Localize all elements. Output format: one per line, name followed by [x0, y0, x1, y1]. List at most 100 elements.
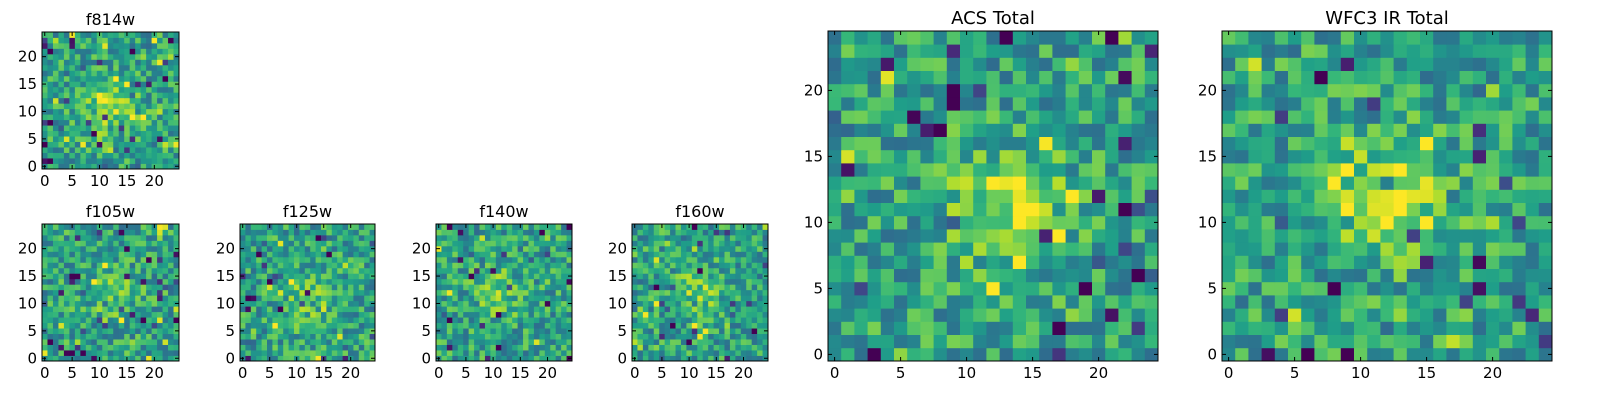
pixel-cell [294, 284, 300, 291]
pixel-cell [1486, 57, 1500, 71]
pixel-cell [517, 284, 524, 291]
pixel-cell [157, 103, 163, 110]
pixel-cell [173, 306, 180, 313]
pixel-cell [533, 256, 540, 263]
pixel-cell [47, 92, 54, 99]
pixel-cell [697, 240, 704, 247]
pixel-cell [740, 344, 747, 351]
pixel-cell [1340, 229, 1355, 243]
pixel-cell [52, 147, 59, 153]
pixel-cell [841, 347, 855, 362]
pixel-cell [854, 321, 868, 335]
pixel-cell [342, 322, 349, 329]
x-tick-label: 5 [461, 364, 471, 382]
pixel-cell [364, 339, 370, 345]
pixel-cell [1472, 347, 1487, 362]
pixel-cell [250, 256, 257, 263]
pixel-cell [999, 308, 1014, 322]
pixel-cell [664, 240, 671, 247]
pixel-cell [124, 284, 131, 291]
pixel-cell [113, 37, 120, 44]
pixel-cell [348, 328, 354, 334]
pixel-cell [1065, 268, 1080, 283]
pixel-cell [47, 64, 54, 71]
pixel-cell [1222, 189, 1236, 203]
pixel-cell [533, 328, 540, 334]
pixel-cell [364, 284, 370, 291]
pixel-cell [1499, 189, 1513, 203]
pixel-cell [157, 289, 163, 296]
pixel-cell [358, 251, 365, 258]
pixel-cell [973, 255, 987, 269]
pixel-cell [1235, 295, 1249, 309]
pixel-cell [637, 273, 644, 280]
pixel-cell [1039, 57, 1053, 71]
pixel-cell [920, 215, 934, 230]
pixel-cell [146, 103, 152, 110]
pixel-cell [642, 251, 649, 258]
pixel-cell [168, 97, 174, 104]
pixel-cell [146, 158, 152, 164]
pixel-cell [272, 289, 279, 296]
pixel-cell [1406, 97, 1421, 111]
pixel-cell [642, 350, 649, 356]
pixel-cell [157, 317, 163, 324]
pixel-cell [457, 289, 464, 296]
pixel-cell [555, 278, 562, 285]
pixel-cell [506, 328, 513, 334]
pixel-cell [272, 229, 279, 236]
pixel-cell [517, 289, 524, 296]
pixel-cell [58, 147, 65, 153]
pixel-cell [854, 229, 868, 243]
pixel-cell [946, 308, 961, 322]
pixel-cell [310, 295, 316, 302]
pixel-cell [326, 245, 333, 252]
pixel-cell [1393, 202, 1408, 217]
pixel-cell [1512, 176, 1526, 190]
pixel-cell [52, 240, 59, 247]
pixel-cell [973, 176, 987, 190]
pixel-cell [1406, 202, 1421, 217]
pixel-cell [272, 267, 279, 274]
pixel-cell [441, 240, 448, 247]
pixel-cell [642, 333, 649, 340]
pixel-cell [757, 344, 763, 351]
pixel-cell [1235, 321, 1249, 335]
pixel-cell [140, 328, 147, 334]
pixel-cell [675, 306, 682, 313]
pixel-cell [512, 289, 518, 296]
pixel-cell [315, 229, 322, 236]
pixel-cell [245, 284, 252, 291]
pixel-cell [63, 278, 70, 285]
pixel-cell [256, 224, 262, 230]
pixel-cell [283, 328, 289, 334]
pixel-cell [1105, 149, 1119, 164]
pixel-cell [452, 333, 459, 340]
pixel-cell [523, 245, 529, 252]
pixel-cell [277, 317, 284, 324]
pixel-cell [675, 273, 682, 280]
pixel-cell [653, 328, 660, 334]
pixel-cell [446, 322, 453, 329]
pixel-cell [96, 114, 103, 121]
pixel-cell [240, 311, 246, 318]
pixel-cell [1420, 110, 1434, 124]
pixel-cell [47, 125, 54, 132]
pixel-cell [135, 32, 142, 38]
pixel-cell [124, 317, 131, 324]
pixel-cell [85, 42, 92, 49]
pixel-cell [533, 262, 540, 269]
pixel-cell [91, 32, 98, 38]
pixel-cell [129, 70, 136, 77]
pixel-cell [1144, 163, 1159, 177]
pixel-cell [506, 306, 513, 313]
pixel-cell [321, 339, 327, 345]
pixel-cell [1459, 215, 1474, 230]
pixel-cell [675, 278, 682, 285]
pixel-cell [294, 240, 300, 247]
pixel-cell [140, 141, 147, 148]
pixel-cell [304, 344, 311, 351]
pixel-cell [463, 300, 470, 307]
pixel-cell [555, 240, 562, 247]
pixel-cell [129, 300, 136, 307]
